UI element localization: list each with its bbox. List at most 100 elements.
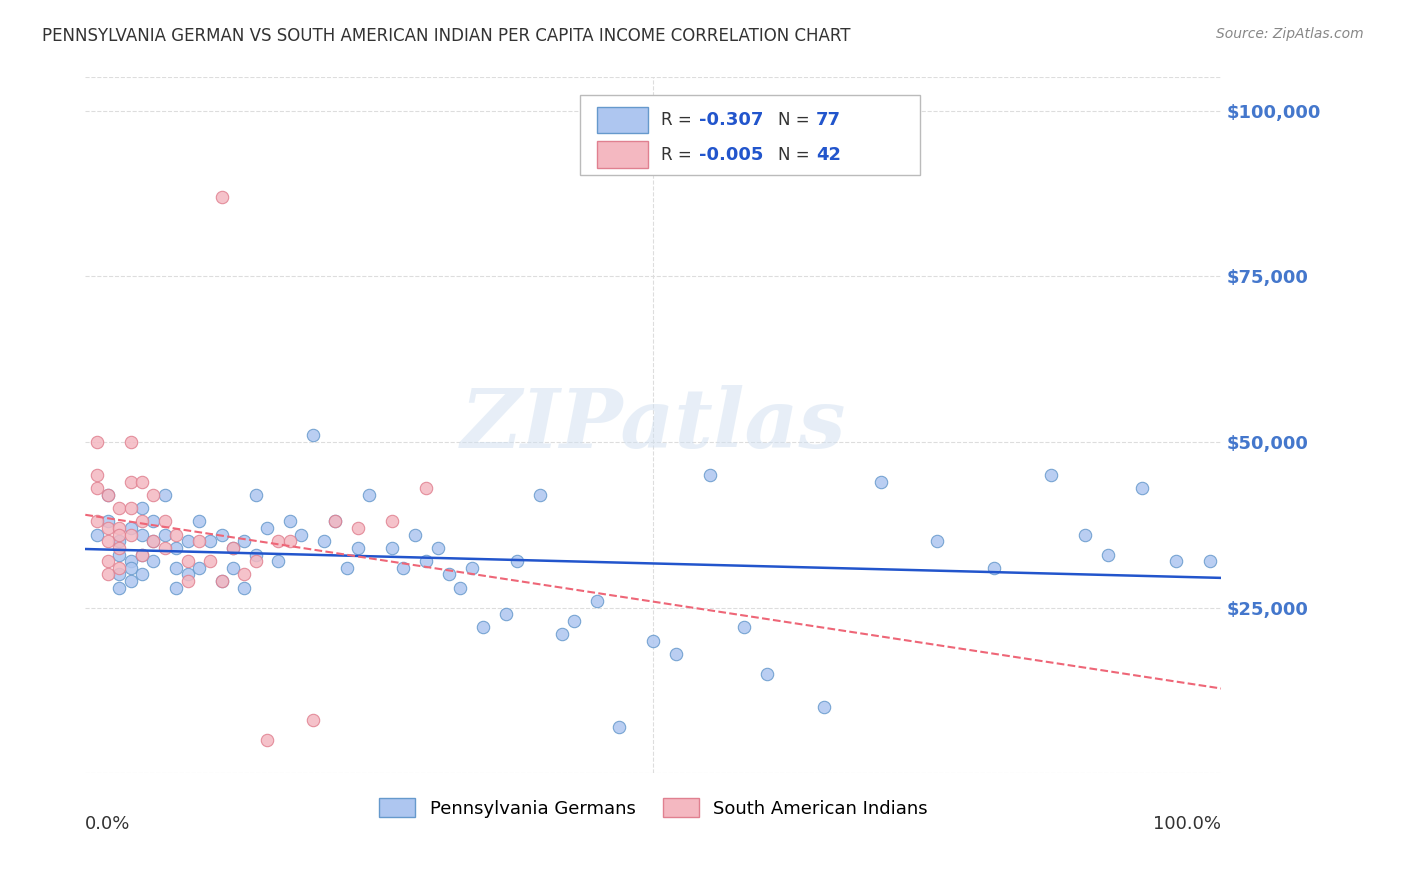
Text: N =: N = [779, 111, 815, 128]
Point [222, 541, 245, 555]
Point [131, 548, 153, 562]
Text: -0.005: -0.005 [699, 145, 763, 163]
Point [142, 488, 165, 502]
Point [153, 488, 176, 502]
Point [86, 527, 108, 541]
Point [142, 554, 165, 568]
Text: R =: R = [661, 111, 697, 128]
Point [97, 515, 120, 529]
Point [108, 527, 131, 541]
Point [165, 581, 187, 595]
Point [131, 475, 153, 489]
Point [120, 501, 142, 516]
Point [120, 554, 142, 568]
Point [460, 561, 482, 575]
Point [120, 475, 142, 489]
Point [336, 561, 359, 575]
Point [131, 527, 153, 541]
Point [813, 700, 835, 714]
Point [211, 190, 233, 204]
Text: N =: N = [779, 145, 815, 163]
Point [529, 488, 551, 502]
Point [86, 515, 108, 529]
Point [233, 567, 256, 582]
Legend: Pennsylvania Germans, South American Indians: Pennsylvania Germans, South American Ind… [370, 789, 936, 827]
Point [506, 554, 529, 568]
Point [869, 475, 891, 489]
Point [983, 561, 1005, 575]
Point [927, 534, 949, 549]
Point [108, 548, 131, 562]
Point [97, 488, 120, 502]
Text: 77: 77 [815, 111, 841, 128]
Point [165, 527, 187, 541]
Point [278, 534, 301, 549]
Point [1097, 548, 1119, 562]
Point [381, 541, 404, 555]
Point [267, 554, 290, 568]
Point [222, 541, 245, 555]
Point [108, 567, 131, 582]
Point [142, 534, 165, 549]
Point [1130, 481, 1153, 495]
Point [471, 620, 494, 634]
Point [153, 527, 176, 541]
Point [153, 541, 176, 555]
Point [347, 521, 370, 535]
Point [245, 548, 267, 562]
Point [733, 620, 755, 634]
Point [301, 428, 323, 442]
Point [437, 567, 460, 582]
Point [108, 534, 131, 549]
Point [187, 515, 209, 529]
Point [176, 534, 198, 549]
Point [86, 434, 108, 449]
Point [347, 541, 370, 555]
Point [359, 488, 381, 502]
Point [392, 561, 415, 575]
Point [108, 521, 131, 535]
Point [1040, 468, 1063, 483]
Point [415, 481, 437, 495]
Point [256, 521, 278, 535]
Point [120, 434, 142, 449]
Point [607, 720, 630, 734]
Point [153, 515, 176, 529]
Point [97, 488, 120, 502]
Point [176, 567, 198, 582]
Text: 42: 42 [815, 145, 841, 163]
Point [1074, 527, 1097, 541]
FancyBboxPatch shape [579, 95, 921, 175]
Point [200, 534, 222, 549]
Point [176, 574, 198, 588]
Point [381, 515, 404, 529]
Text: 100.0%: 100.0% [1153, 815, 1222, 833]
Point [643, 633, 665, 648]
Point [323, 515, 346, 529]
Point [551, 627, 574, 641]
Point [233, 534, 256, 549]
Point [97, 521, 120, 535]
Point [404, 527, 426, 541]
Point [97, 567, 120, 582]
Point [415, 554, 437, 568]
Point [108, 501, 131, 516]
Point [562, 614, 585, 628]
Point [97, 534, 120, 549]
Point [200, 554, 222, 568]
Point [120, 574, 142, 588]
Point [120, 561, 142, 575]
FancyBboxPatch shape [596, 107, 648, 133]
Point [86, 481, 108, 495]
Point [187, 561, 209, 575]
Text: -0.307: -0.307 [699, 111, 763, 128]
Point [120, 521, 142, 535]
Point [699, 468, 721, 483]
Point [131, 501, 153, 516]
Point [278, 515, 301, 529]
Point [120, 527, 142, 541]
Text: R =: R = [661, 145, 697, 163]
Point [142, 534, 165, 549]
Point [256, 733, 278, 747]
Point [312, 534, 335, 549]
